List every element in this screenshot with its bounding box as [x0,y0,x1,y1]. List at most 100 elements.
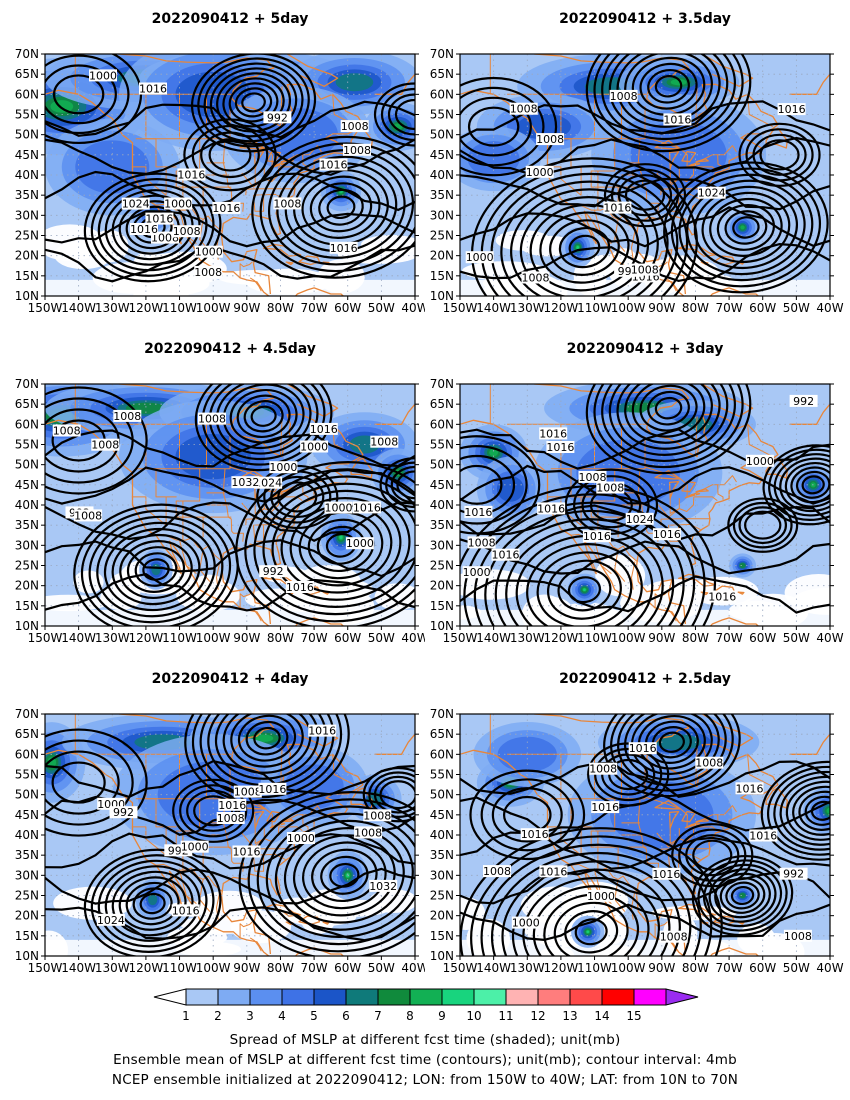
contour-label: 1016 [652,867,681,881]
panel-title-3day: 2022090412 + 3day [566,341,724,357]
colorbar-box [345,988,379,1006]
svg-text:1016: 1016 [652,868,680,881]
lon-tick-label: 40W [401,961,425,975]
svg-text:1016: 1016 [172,904,200,917]
lon-tick-label: 90W [233,301,260,315]
svg-text:1016: 1016 [130,223,158,236]
mslp-contours [460,54,830,296]
contour-label: 1016 [145,212,174,226]
contour-label: 1016 [464,505,493,519]
contour-label: 1000 [345,537,374,550]
lat-tick-label: 50N [430,458,454,472]
colorbar-box [441,988,475,1006]
map-plot-area: 9921016101610001008101610241016101610161… [460,384,830,626]
contour-label: 1008 [172,225,201,238]
lat-tick-label: 65N [15,397,39,411]
contour-label: 1016 [258,782,287,796]
lat-tick-label: 20N [430,909,454,923]
contour-label: 1016 [177,168,206,182]
lon-tick-label: 130W [510,301,545,315]
svg-text:1000: 1000 [526,166,554,179]
lat-tick-label: 55N [430,108,454,122]
contour-label: 1008 [509,102,538,116]
lat-tick-label: 45N [15,808,39,822]
contour-label: 1032 [369,879,398,893]
svg-text:992: 992 [113,806,134,819]
colorbar: 1 2 3 4 5 6 7 8 9 10 11 12 13 14 15 [153,988,699,1023]
svg-text:1008: 1008 [198,413,226,426]
contour-label: 1016 [308,724,337,738]
svg-text:992: 992 [793,395,814,408]
lat-tick-label: 70N [430,47,454,61]
svg-text:1008: 1008 [173,225,201,238]
contour-label: 1008 [659,930,688,944]
svg-text:1016: 1016 [320,159,348,172]
contour-label: 1008 [589,762,618,776]
lon-tick-label: 50W [368,301,395,315]
colorbar-label: 11 [498,1009,513,1023]
contour-label: 1008 [74,509,103,522]
lon-tick-label: 40W [816,961,843,975]
colorbar-box [601,988,635,1006]
svg-text:992: 992 [263,565,284,578]
colorbar-box [505,988,539,1006]
lat-tick-label: 70N [430,377,454,391]
lon-tick-label: 130W [95,961,130,975]
map-panel-4day: 1000992102410321008101610161016101610081… [15,707,425,975]
lon-tick-label: 120W [129,961,164,975]
contour-label: 1008 [91,438,120,452]
svg-text:1016: 1016 [330,242,358,255]
lat-tick-label: 10N [15,949,39,963]
contour-label: 1016 [171,904,200,917]
lat-tick-label: 70N [15,707,39,721]
lon-tick-label: 140W [61,301,96,315]
axes: 70N65N60N55N50N45N40N35N30N25N20N15N10N1… [430,47,844,315]
contour-label: 1016 [708,590,737,604]
colorbar-box [313,988,347,1006]
svg-text:1008: 1008 [631,264,659,277]
svg-text:1016: 1016 [212,202,240,215]
lat-tick-label: 70N [15,47,39,61]
svg-text:1016: 1016 [139,83,167,96]
svg-text:1016: 1016 [258,783,286,796]
lon-tick-label: 50W [368,961,395,975]
lon-tick-label: 150W [28,961,63,975]
lon-tick-label: 120W [129,301,164,315]
lon-tick-label: 150W [443,631,478,645]
svg-text:1000: 1000 [164,198,192,211]
map-panel-2-5day: 1016 992 1016 1000 1008 1008 1016 1016 1016 1008 1… [430,707,844,975]
lon-tick-label: 100W [196,631,231,645]
contour-label: 1000 [89,69,117,82]
map-plot-area: 1000101610241016101610081008100899210001… [45,54,415,296]
lat-tick-label: 50N [15,458,39,472]
svg-text:1016: 1016 [653,528,681,541]
contour-label: 992 [779,867,808,881]
lat-tick-label: 65N [430,397,454,411]
svg-text:1032: 1032 [231,476,259,489]
lon-tick-label: 110W [577,301,612,315]
svg-text:1000: 1000 [89,69,117,82]
contour-label: 1016 [663,113,692,126]
svg-text:1000: 1000 [300,441,328,454]
lat-tick-label: 20N [430,579,454,593]
contour-label: 1016 [319,158,348,172]
colorbar-low-arrow [153,988,187,1006]
lon-tick-label: 70W [301,961,328,975]
svg-text:1000: 1000 [325,502,353,515]
lon-tick-label: 120W [544,631,579,645]
svg-text:1024: 1024 [626,513,654,526]
lat-tick-label: 20N [15,579,39,593]
contour-label: 1016 [232,845,261,859]
axes: 70N65N60N55N50N45N40N35N30N25N20N15N10N1… [430,707,844,975]
lon-tick-label: 110W [162,301,197,315]
contour-label: 1016 [537,502,566,515]
contour-label: 1016 [628,742,657,755]
lon-tick-label: 120W [129,631,164,645]
svg-text:1016: 1016 [663,113,691,126]
lat-tick-label: 25N [15,559,39,573]
lat-tick-label: 60N [430,87,454,101]
mslp-contours [460,384,830,626]
contour-label: 1016 [329,241,358,255]
lat-tick-label: 15N [15,269,39,283]
contour-label: 1008 [233,785,262,799]
